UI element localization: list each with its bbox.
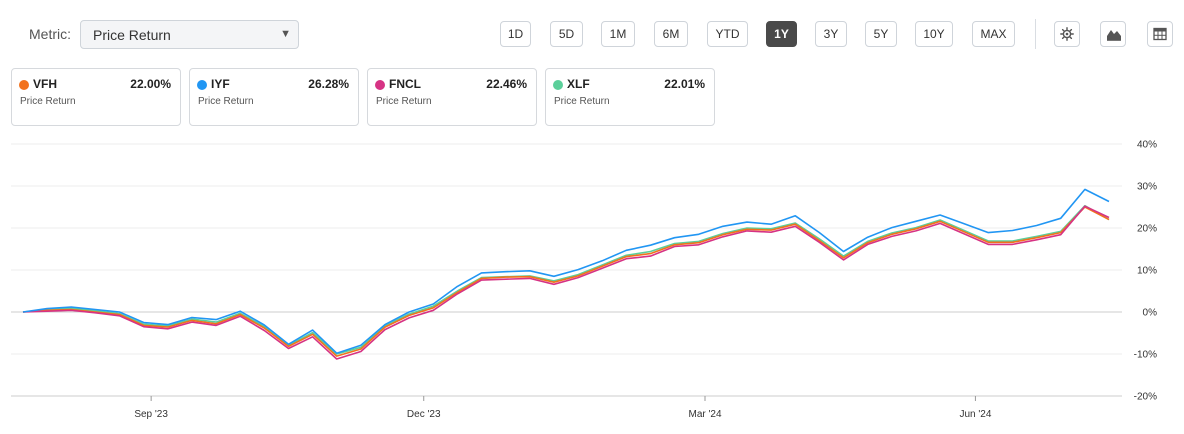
table-view-button[interactable]: [1147, 21, 1173, 47]
y-tick-label: 0%: [1143, 308, 1158, 319]
range-button-5d[interactable]: 5D: [550, 21, 583, 47]
y-tick-label: -20%: [1134, 392, 1157, 403]
card-return-value: 26.28%: [308, 77, 349, 91]
chevron-down-icon: ▼: [280, 28, 291, 40]
card-ticker: FNCL: [389, 77, 421, 91]
series-color-dot: [553, 80, 563, 90]
metric-select[interactable]: Price Return ▼: [80, 20, 299, 49]
y-tick-label: 40%: [1137, 140, 1157, 151]
x-tick-label: Jun '24: [959, 409, 991, 420]
legend-card-xlf[interactable]: XLF 22.01% Price Return: [545, 68, 715, 126]
card-metric-label: Price Return: [20, 96, 76, 107]
toolbar: Metric: Price Return ▼ 1D 5D 1M 6M YTD 1…: [0, 0, 1184, 64]
y-tick-label: 10%: [1137, 266, 1157, 277]
series-line-iyf: [22, 188, 1110, 354]
series-color-dot: [375, 80, 385, 90]
x-tick-label: Sep '23: [134, 409, 168, 420]
table-icon: [1153, 27, 1167, 41]
card-ticker: XLF: [567, 77, 590, 91]
y-tick-label: 20%: [1137, 224, 1157, 235]
series-line-vfh: [22, 206, 1110, 357]
card-return-value: 22.01%: [664, 77, 705, 91]
y-tick-label: 30%: [1137, 182, 1157, 193]
card-ticker: IYF: [211, 77, 230, 91]
x-tick-label: Mar '24: [688, 409, 721, 420]
gear-icon: [1060, 27, 1074, 41]
toolbar-divider: [1035, 19, 1036, 49]
card-ticker: VFH: [33, 77, 57, 91]
legend-card-fncl[interactable]: FNCL 22.46% Price Return: [367, 68, 537, 126]
series-line-fncl: [22, 205, 1110, 360]
x-tick-label: Dec '23: [407, 409, 441, 420]
range-button-1y[interactable]: 1Y: [766, 21, 797, 47]
chart-type-button[interactable]: [1100, 21, 1126, 47]
metric-label: Metric:: [29, 26, 71, 42]
series-line-xlf: [22, 204, 1110, 355]
metric-select-value: Price Return: [93, 27, 171, 43]
y-tick-label: -10%: [1134, 350, 1157, 361]
range-button-3y[interactable]: 3Y: [815, 21, 847, 47]
range-button-1m[interactable]: 1M: [601, 21, 635, 47]
settings-button[interactable]: [1054, 21, 1080, 47]
legend-card-vfh[interactable]: VFH 22.00% Price Return: [11, 68, 181, 126]
card-metric-label: Price Return: [554, 96, 610, 107]
chart-type-icon: [1107, 30, 1121, 41]
line-chart: 40% 30% 20% 10% 0% -10% -20% Sep '23 Dec '23 Mar …: [11, 140, 1158, 420]
range-button-ytd[interactable]: YTD: [707, 21, 748, 47]
range-button-10y[interactable]: 10Y: [915, 21, 953, 47]
legend-card-iyf[interactable]: IYF 26.28% Price Return: [189, 68, 359, 126]
range-button-5y[interactable]: 5Y: [865, 21, 897, 47]
series-color-dot: [197, 80, 207, 90]
range-button-max[interactable]: MAX: [972, 21, 1015, 47]
range-button-6m[interactable]: 6M: [654, 21, 688, 47]
card-return-value: 22.00%: [130, 77, 171, 91]
card-metric-label: Price Return: [198, 96, 254, 107]
series-color-dot: [19, 80, 29, 90]
card-metric-label: Price Return: [376, 96, 432, 107]
range-button-1d[interactable]: 1D: [500, 21, 531, 47]
card-return-value: 22.46%: [486, 77, 527, 91]
